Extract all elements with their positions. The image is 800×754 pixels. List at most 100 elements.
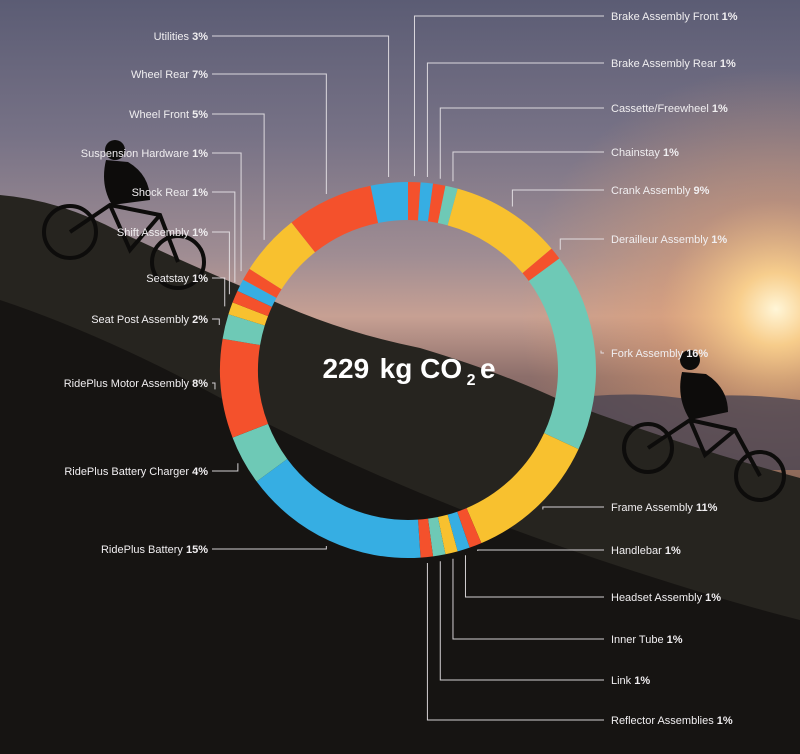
label-percent: 2%: [192, 314, 208, 326]
label-chainstay: Chainstay 1%: [611, 147, 679, 159]
label-name: Link: [611, 675, 634, 687]
label-name: RidePlus Battery Charger: [64, 466, 192, 478]
slice-brake-assembly-rear: [418, 182, 434, 222]
label-handlebar: Handlebar 1%: [611, 545, 681, 557]
leader-link: [439, 561, 604, 681]
label-brake-assembly-front: Brake Assembly Front 1%: [611, 11, 738, 23]
slice-frame-assembly: [466, 433, 579, 544]
leader-headset-assembly: [464, 555, 604, 598]
label-percent: 1%: [192, 227, 208, 239]
total-unit: kg CO: [380, 353, 462, 384]
label-percent: 11%: [696, 502, 718, 514]
label-percent: 4%: [192, 466, 208, 478]
slice-utilities: [370, 182, 408, 224]
label-shift-assembly: Shift Assembly 1%: [117, 227, 208, 239]
slice-rideplus-motor-assembly: [220, 338, 269, 438]
leader-brake-assembly-rear: [426, 62, 604, 177]
label-percent: 1%: [722, 11, 738, 23]
label-wheel-front: Wheel Front 5%: [129, 109, 208, 121]
label-name: Fork Assembly: [611, 348, 686, 360]
label-seatstay: Seatstay 1%: [146, 273, 208, 285]
slice-crank-assembly: [447, 188, 552, 274]
total-emissions: 229 kg CO 2 e: [322, 353, 495, 389]
slice-shock-rear: [237, 279, 277, 307]
label-percent: 1%: [720, 58, 736, 70]
label-rideplus-battery: RidePlus Battery 15%: [101, 544, 208, 556]
leader-fork-assembly: [600, 350, 604, 354]
label-derailleur-assembly: Derailleur Assembly 1%: [611, 234, 727, 246]
leader-suspension-hardware: [212, 152, 242, 272]
label-name: RidePlus Motor Assembly: [64, 378, 192, 390]
slice-chainstay: [437, 185, 458, 226]
label-percent: 1%: [192, 187, 208, 199]
label-percent: 1%: [634, 675, 650, 687]
label-name: Inner Tube: [611, 634, 667, 646]
label-percent: 1%: [663, 147, 679, 159]
label-name: Wheel Rear: [131, 69, 192, 81]
leader-brake-assembly-front: [413, 15, 604, 177]
label-headset-assembly: Headset Assembly 1%: [611, 592, 721, 604]
leader-wheel-rear: [212, 73, 327, 195]
label-name: Brake Assembly Front: [611, 11, 722, 23]
slice-headset-assembly: [447, 511, 470, 552]
leader-shock-rear: [212, 191, 236, 283]
label-link: Link 1%: [611, 675, 650, 687]
leader-rideplus-battery: [212, 545, 327, 550]
label-shock-rear: Shock Rear 1%: [132, 187, 209, 199]
label-percent: 1%: [665, 545, 681, 557]
label-name: Reflector Assemblies: [611, 715, 717, 727]
label-name: Crank Assembly: [611, 185, 694, 197]
slice-reflector-assemblies: [418, 518, 434, 558]
leader-wheel-front: [212, 113, 265, 240]
label-percent: 1%: [705, 592, 721, 604]
slice-wheel-rear: [291, 185, 379, 253]
total-unit-suffix: e: [480, 353, 496, 384]
leader-chainstay: [452, 151, 604, 182]
label-percent: 5%: [192, 109, 208, 121]
leader-rideplus-motor-assembly: [212, 382, 216, 390]
label-name: Utilities: [154, 31, 193, 43]
label-brake-assembly-rear: Brake Assembly Rear 1%: [611, 58, 736, 70]
label-percent: 1%: [717, 715, 733, 727]
donut-ring: [220, 182, 596, 558]
slice-cassette-freewheel: [427, 183, 446, 224]
label-name: Cassette/Freewheel: [611, 103, 712, 115]
slice-labels: Brake Assembly Front 1%Brake Assembly Re…: [64, 11, 738, 727]
label-name: Seat Post Assembly: [91, 314, 192, 326]
leader-seat-post-assembly: [212, 318, 220, 326]
leader-handlebar: [477, 549, 604, 552]
label-fork-assembly: Fork Assembly 16%: [611, 348, 708, 360]
label-percent: 16%: [686, 348, 708, 360]
label-percent: 8%: [192, 378, 208, 390]
leader-reflector-assemblies: [426, 563, 604, 721]
label-rideplus-battery-charger: RidePlus Battery Charger 4%: [64, 466, 208, 478]
slice-rideplus-battery: [256, 458, 421, 558]
total-value: 229: [322, 353, 369, 384]
label-frame-assembly: Frame Assembly 11%: [611, 502, 718, 514]
label-name: Shift Assembly: [117, 227, 192, 239]
label-name: Handlebar: [611, 545, 665, 557]
leader-shift-assembly: [212, 231, 230, 295]
label-name: Headset Assembly: [611, 592, 705, 604]
leader-frame-assembly: [542, 506, 604, 510]
label-percent: 7%: [192, 69, 208, 81]
label-percent: 15%: [186, 544, 208, 556]
label-percent: 3%: [192, 31, 208, 43]
label-name: Seatstay: [146, 273, 192, 285]
label-inner-tube: Inner Tube 1%: [611, 634, 683, 646]
label-wheel-rear: Wheel Rear 7%: [131, 69, 208, 81]
slice-brake-assembly-front: [408, 182, 421, 221]
label-percent: 1%: [192, 148, 208, 160]
label-percent: 1%: [712, 103, 728, 115]
label-name: Wheel Front: [129, 109, 192, 121]
label-name: RidePlus Battery: [101, 544, 186, 556]
leader-seatstay: [212, 277, 226, 307]
label-name: Chainstay: [611, 147, 663, 159]
leader-utilities: [212, 35, 390, 177]
slice-seat-post-assembly: [222, 314, 265, 346]
label-name: Shock Rear: [132, 187, 193, 199]
label-name: Brake Assembly Rear: [611, 58, 720, 70]
label-rideplus-motor-assembly: RidePlus Motor Assembly 8%: [64, 378, 209, 390]
